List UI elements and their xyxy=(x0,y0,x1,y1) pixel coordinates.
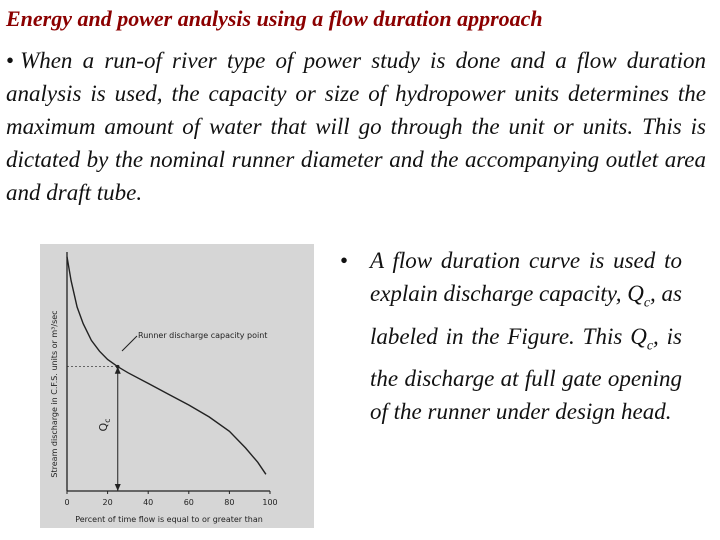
runner-point-label: Runner discharge capacity point xyxy=(138,331,267,340)
flow-duration-bullet-text: A flow duration curve is used to explain… xyxy=(370,248,682,425)
slide-title: Energy and power analysis using a flow d… xyxy=(6,6,543,31)
bullet-marker: • xyxy=(6,48,15,73)
flow-duration-figure: Stream discharge in C.F.S. units or m³/s… xyxy=(40,244,314,528)
y-axis-label: Stream discharge in C.F.S. units or m³/s… xyxy=(50,310,59,477)
flow-duration-chart: Stream discharge in C.F.S. units or m³/s… xyxy=(50,252,278,524)
x-axis-label: Percent of time flow is equal to or grea… xyxy=(75,515,263,524)
bullet-marker: • xyxy=(340,248,349,273)
x-tick-label: 20 xyxy=(103,498,113,507)
runner-capacity-point xyxy=(115,364,120,369)
qc-label: Qc xyxy=(97,418,112,431)
flow-duration-bullet: • A flow duration curve is used to expla… xyxy=(340,244,682,428)
x-tick-label: 100 xyxy=(262,498,277,507)
flow-duration-curve xyxy=(66,256,267,475)
qc-arrow-bottom xyxy=(114,484,121,491)
qc-arrow-top xyxy=(114,366,121,374)
intro-paragraph: • When a run-of river type of power study… xyxy=(6,44,706,209)
x-tick-label: 0 xyxy=(64,498,69,507)
x-tick-label: 60 xyxy=(184,498,194,507)
intro-text: When a run-of river type of power study … xyxy=(6,48,706,205)
x-tick-label: 40 xyxy=(143,498,153,507)
x-tick-label: 80 xyxy=(224,498,234,507)
runner-label-pointer xyxy=(121,335,138,352)
